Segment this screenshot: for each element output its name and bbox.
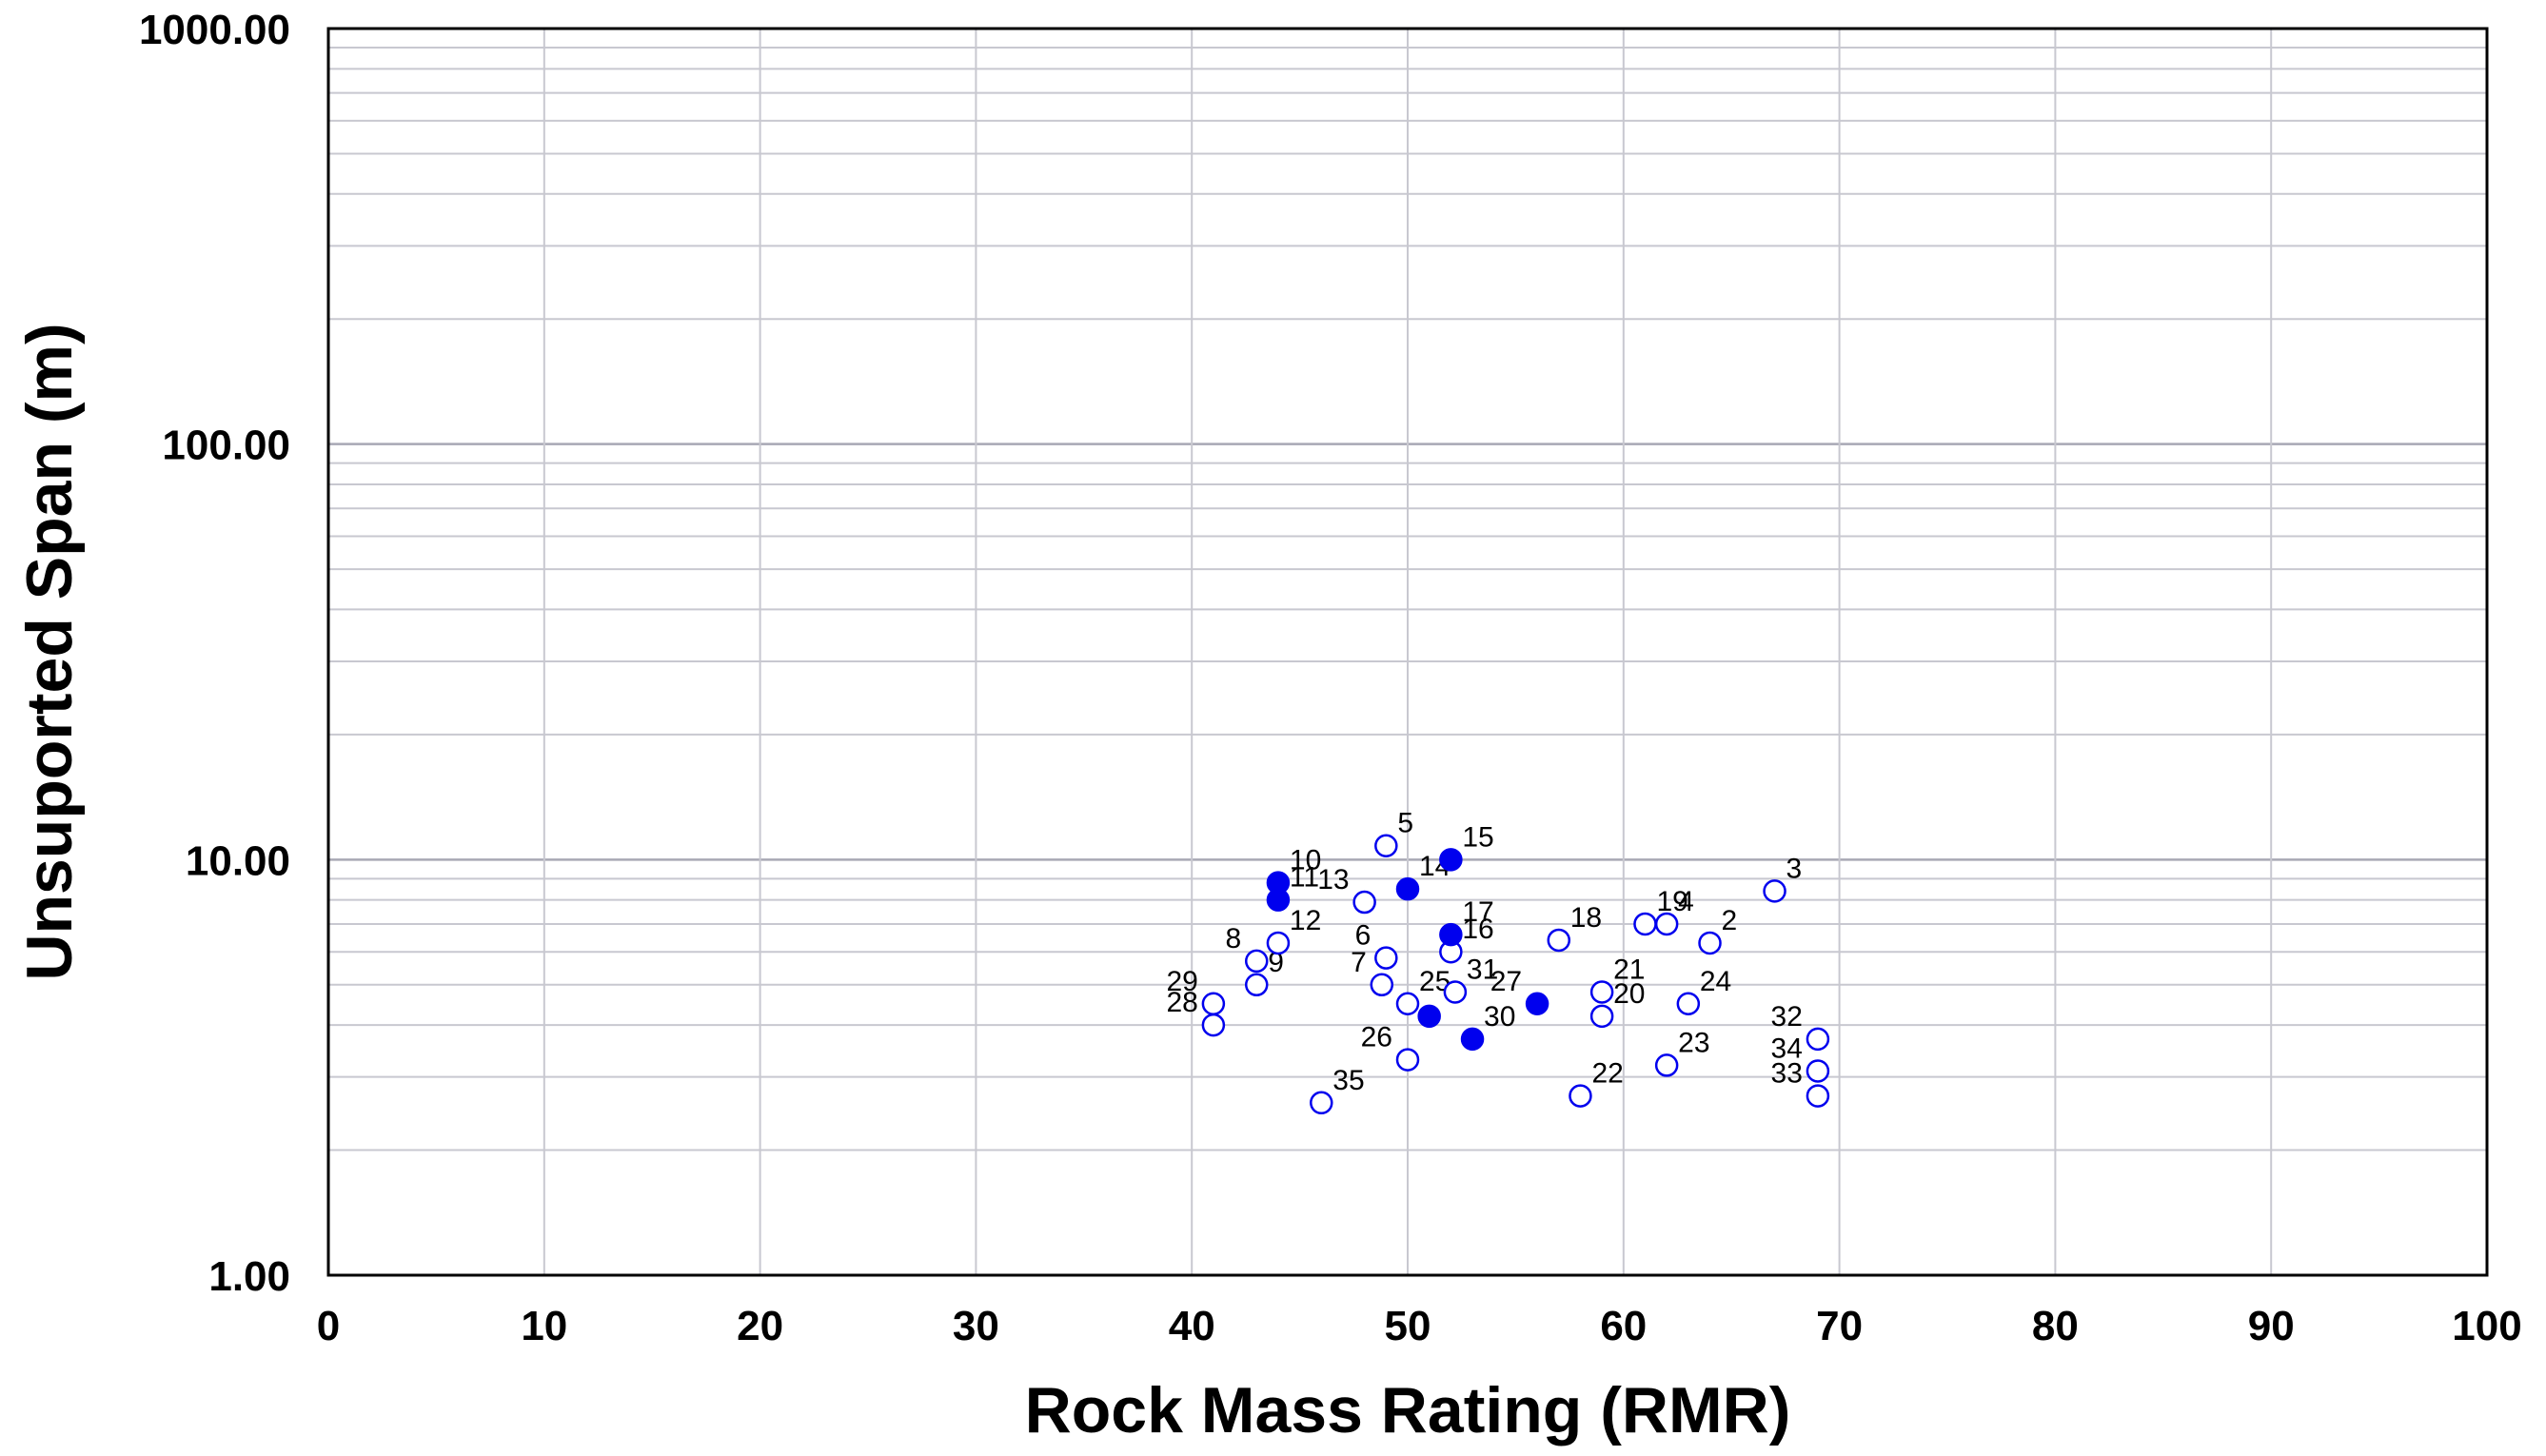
data-point-label: 2 bbox=[1722, 905, 1738, 936]
data-point-filled bbox=[1266, 888, 1291, 912]
data-point-open bbox=[1676, 992, 1701, 1016]
data-point-open bbox=[1654, 1053, 1679, 1077]
data-point-label: 5 bbox=[1397, 808, 1413, 839]
data-point-label: 28 bbox=[1167, 987, 1198, 1018]
x-tick-label: 30 bbox=[953, 1303, 999, 1349]
x-tick-label: 0 bbox=[317, 1303, 340, 1349]
data-point-open bbox=[1763, 879, 1786, 903]
data-point-filled bbox=[1439, 848, 1463, 872]
data-point-open bbox=[1806, 1084, 1830, 1108]
x-tick-label: 50 bbox=[1385, 1303, 1431, 1349]
data-point-label: 33 bbox=[1771, 1058, 1803, 1090]
data-point-open bbox=[1374, 946, 1398, 970]
data-point-label: 21 bbox=[1613, 954, 1645, 986]
data-point-open bbox=[1633, 912, 1657, 936]
data-point-open bbox=[1395, 1048, 1420, 1072]
data-point-open bbox=[1370, 973, 1394, 997]
y-tick-label: 100.00 bbox=[162, 423, 290, 469]
data-point-label: 16 bbox=[1462, 914, 1493, 945]
y-axis-ticks: 1.00 10.00 100.00 1000.00 bbox=[139, 7, 290, 1300]
x-tick-label: 10 bbox=[521, 1303, 567, 1349]
data-point-filled bbox=[1439, 922, 1463, 947]
data-point-filled bbox=[1460, 1027, 1485, 1052]
data-point-open bbox=[1443, 980, 1468, 1004]
data-point-filled bbox=[1395, 876, 1420, 901]
x-tick-label: 20 bbox=[737, 1303, 783, 1349]
data-point-open bbox=[1806, 1059, 1830, 1083]
data-point-open bbox=[1201, 992, 1226, 1016]
data-point-open bbox=[1395, 992, 1420, 1016]
data-point-open bbox=[1244, 973, 1269, 997]
data-point-label: 11 bbox=[1290, 862, 1319, 894]
data-point-label: 10 bbox=[1290, 845, 1321, 876]
data-point-label: 34 bbox=[1771, 1033, 1803, 1064]
data-point-open bbox=[1244, 949, 1269, 974]
data-point-open bbox=[1374, 834, 1398, 857]
x-axis-ticks: 0 10 20 30 40 50 60 70 80 90 100 bbox=[317, 1303, 2522, 1349]
x-tick-label: 90 bbox=[2248, 1303, 2295, 1349]
data-point-open bbox=[1352, 890, 1376, 915]
data-point-label: 32 bbox=[1771, 1001, 1803, 1033]
data-point-filled bbox=[1525, 992, 1549, 1016]
x-tick-label: 80 bbox=[2032, 1303, 2079, 1349]
y-tick-label: 10.00 bbox=[186, 837, 290, 884]
data-point-open bbox=[1547, 928, 1571, 953]
data-point-label: 30 bbox=[1484, 1001, 1515, 1033]
data-point-open bbox=[1698, 931, 1722, 955]
data-point-label: 3 bbox=[1786, 853, 1803, 884]
grid-lines bbox=[328, 29, 2487, 1275]
data-point-label: 22 bbox=[1591, 1058, 1623, 1090]
data-point-label: 8 bbox=[1226, 923, 1242, 954]
data-point-label: 23 bbox=[1678, 1027, 1709, 1058]
x-axis-title: Rock Mass Rating (RMR) bbox=[1025, 1374, 1791, 1446]
data-point-label: 29 bbox=[1167, 966, 1198, 997]
data-point-open bbox=[1589, 1004, 1614, 1029]
data-point-label: 13 bbox=[1317, 864, 1349, 895]
x-tick-label: 60 bbox=[1600, 1303, 1647, 1349]
data-point-open bbox=[1266, 931, 1291, 955]
plot-frame bbox=[326, 27, 2489, 1277]
x-tick-label: 40 bbox=[1169, 1303, 1215, 1349]
data-point-label: 19 bbox=[1656, 886, 1687, 917]
data-point-label: 15 bbox=[1462, 821, 1493, 853]
data-point-label: 31 bbox=[1467, 954, 1498, 986]
data-point-label: 12 bbox=[1290, 905, 1321, 936]
data-point-label: 24 bbox=[1700, 966, 1731, 997]
data-point-label: 35 bbox=[1332, 1065, 1364, 1096]
y-tick-label: 1000.00 bbox=[139, 7, 290, 53]
data-point-label: 18 bbox=[1570, 902, 1602, 934]
y-tick-label: 1.00 bbox=[208, 1253, 290, 1300]
y-axis-title: Unsuported Span (m) bbox=[13, 323, 86, 980]
data-point-label: 6 bbox=[1355, 920, 1372, 952]
data-point-label: 17 bbox=[1462, 896, 1493, 928]
x-tick-label: 70 bbox=[1816, 1303, 1863, 1349]
data-point-label: 27 bbox=[1490, 966, 1522, 997]
data-point-open bbox=[1310, 1091, 1333, 1115]
data-point-open bbox=[1569, 1084, 1592, 1108]
data-point-open bbox=[1806, 1027, 1830, 1052]
data-point-open bbox=[1201, 1013, 1226, 1037]
data-point-label: 4 bbox=[1678, 886, 1694, 917]
data-point-label: 7 bbox=[1351, 947, 1367, 978]
data-point-label: 20 bbox=[1613, 978, 1645, 1010]
data-point-open bbox=[1589, 980, 1614, 1004]
data-point-filled bbox=[1417, 1004, 1441, 1029]
data-point-label: 26 bbox=[1361, 1022, 1392, 1053]
x-tick-label: 100 bbox=[2452, 1303, 2521, 1349]
